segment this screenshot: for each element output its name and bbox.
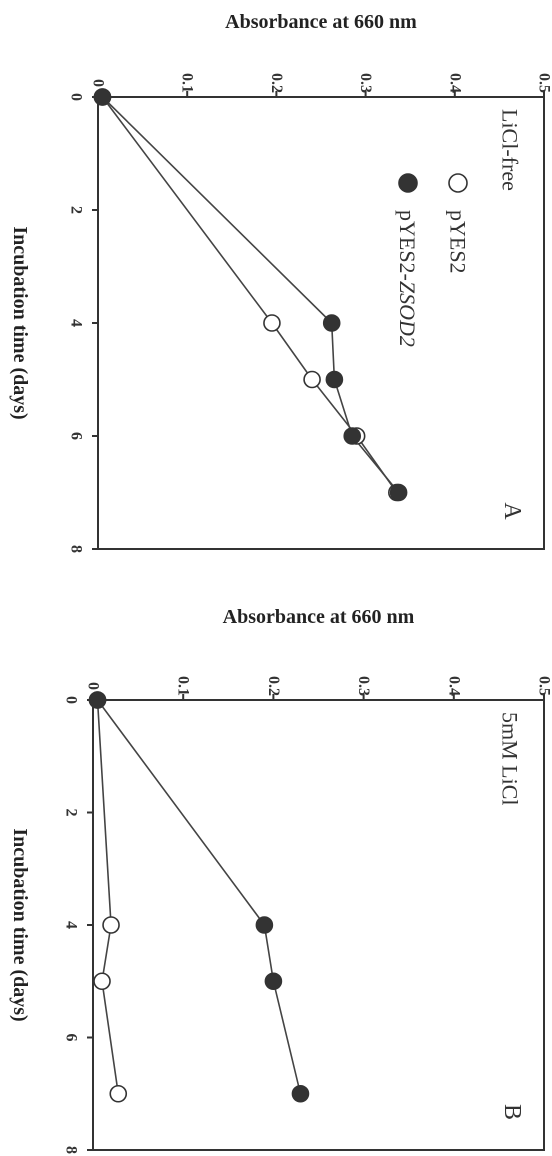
x-tick-label: 8 — [63, 1146, 80, 1154]
series-line-pyes2 — [96, 699, 120, 1094]
y-tick-label: 0.3 — [355, 676, 372, 696]
legend-marker — [398, 173, 418, 193]
data-point-pyes2-zsod2 — [88, 691, 107, 709]
panel-letter: B — [499, 1104, 525, 1120]
y-tick-label: 0.4 — [446, 73, 463, 93]
y-tick-label: 0 — [85, 682, 102, 690]
legend-label-italic: ZSOD2 — [396, 281, 421, 347]
plot-frame — [97, 96, 545, 550]
x-tick-label: 6 — [68, 432, 85, 440]
x-tick-label: 2 — [68, 206, 85, 214]
x-axis-title: Incubation time (days) — [9, 226, 31, 419]
data-point-pyes2-zsod2 — [343, 427, 362, 445]
y-tick-label: 0.3 — [357, 73, 374, 93]
y-tick-label: 0.2 — [265, 676, 282, 696]
y-tick-label: 0.4 — [445, 676, 462, 696]
y-axis-title: Absorbance at 660 nm — [223, 606, 415, 628]
x-tick-label: 0 — [68, 93, 85, 101]
data-point-pyes2-zsod2 — [325, 370, 344, 389]
legend-label-prefix: pYES2- — [396, 210, 421, 281]
condition-label: LiCl-free — [498, 109, 523, 191]
data-point-pyes2-zsod2 — [264, 972, 283, 991]
y-tick-label: 0.1 — [175, 676, 192, 696]
data-point-pyes2-zsod2 — [93, 88, 112, 106]
data-point-pyes2-zsod2 — [322, 314, 341, 332]
data-point-pyes2 — [303, 370, 321, 389]
y-tick-label: 0 — [90, 79, 107, 87]
y-tick-label: 0.5 — [536, 73, 552, 93]
panel-letter: A — [499, 502, 525, 520]
x-tick-label: 8 — [68, 545, 85, 553]
panel-a: 0 0.1 0.2 0.3 0.4 0.5 0 2 4 6 8 Absorbance at 660 n… — [9, 11, 552, 553]
data-point-pyes2 — [102, 916, 120, 934]
condition-label: 5mM LiCl — [498, 712, 523, 806]
x-tick-label: 4 — [63, 921, 80, 929]
data-point-pyes2-zsod2 — [389, 483, 408, 502]
data-point-pyes2 — [93, 972, 111, 991]
y-tick-label: 0.2 — [268, 73, 285, 93]
panel-b: 0 0.1 0.2 0.3 0.4 0.5 0 2 4 6 8 Absorbance at 660 n… — [9, 606, 552, 1154]
x-tick-label: 4 — [68, 319, 85, 327]
legend-label: pYES2-ZSOD2 — [396, 210, 421, 347]
y-tick-label: 0.1 — [179, 73, 196, 93]
legend-marker — [448, 173, 468, 193]
x-tick-label: 0 — [63, 696, 80, 704]
x-tick-label: 2 — [63, 809, 80, 817]
series-line-pyes2-zsod2 — [96, 699, 302, 1094]
data-point-pyes2-zsod2 — [291, 1084, 310, 1103]
y-tick-label: 0.5 — [536, 676, 552, 696]
plot-frame — [92, 699, 545, 1151]
legend-label: pYES2 — [446, 210, 471, 274]
data-point-pyes2-zsod2 — [255, 916, 274, 934]
x-axis-title: Incubation time (days) — [9, 828, 31, 1021]
y-axis-title: Absorbance at 660 nm — [225, 11, 417, 33]
data-point-pyes2 — [263, 314, 281, 332]
data-point-pyes2 — [109, 1084, 128, 1103]
x-tick-label: 6 — [63, 1034, 80, 1042]
